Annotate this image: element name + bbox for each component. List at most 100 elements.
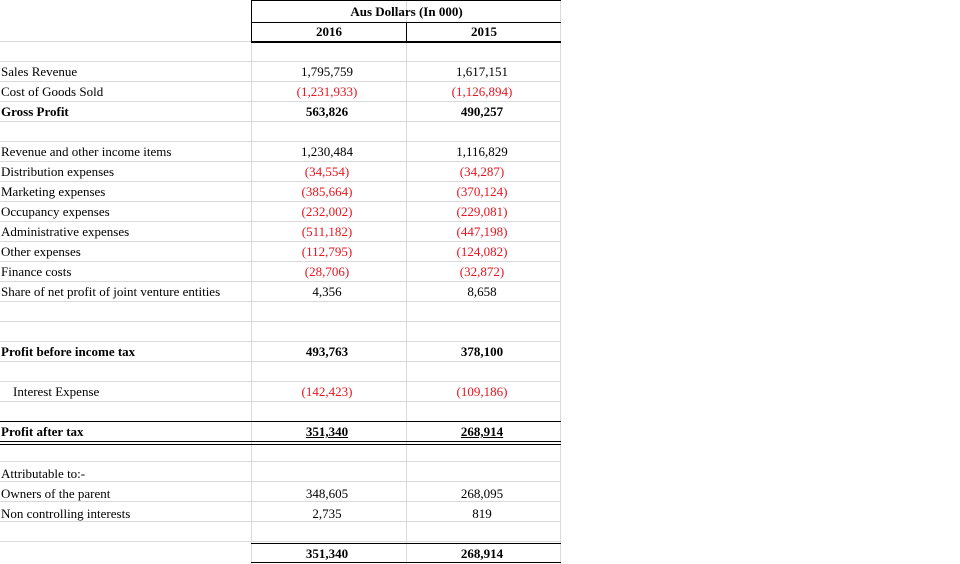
row-cost-of-goods-sold: Cost of Goods Sold (1,231,933) (1,126,89… — [0, 82, 561, 102]
gridline — [0, 481, 561, 482]
row-other-expenses: Other expenses (112,795) (124,082) — [0, 242, 561, 262]
year-2015-header: 2015 — [471, 24, 497, 39]
gridline — [0, 361, 561, 362]
value-2015: (109,186) — [456, 384, 508, 399]
gridline — [0, 281, 561, 282]
row-label: Marketing expenses — [1, 184, 106, 199]
row-revenue-other-income: Revenue and other income items 1,230,484… — [0, 142, 561, 162]
row-finance-costs: Finance costs (28,706) (32,872) — [0, 262, 561, 282]
rule-line — [0, 421, 561, 422]
value-2016: 1,795,759 — [301, 64, 353, 79]
gridline — [0, 181, 561, 182]
value-2015: (1,126,894) — [451, 84, 513, 99]
gridline — [0, 61, 561, 62]
value-2016: 493,763 — [305, 344, 349, 359]
year-2016-header: 2016 — [252, 22, 407, 41]
gridline — [0, 301, 561, 302]
row-label: Other expenses — [1, 244, 81, 259]
value-2015: 1,617,151 — [456, 64, 508, 79]
value-2015: 268,914 — [460, 546, 504, 561]
value-2015: 268,914 — [460, 424, 504, 439]
gridline — [0, 241, 561, 242]
value-2016: (511,182) — [301, 224, 353, 239]
row-label: Non controlling interests — [1, 506, 131, 521]
gridline — [251, 0, 252, 564]
value-2015: 490,257 — [460, 104, 504, 119]
row-interest-expense: Interest Expense (142,423) (109,186) — [0, 382, 561, 402]
gridline — [0, 261, 561, 262]
row-label: Gross Profit — [1, 104, 69, 119]
value-2015: 8,658 — [467, 284, 497, 299]
gridline — [0, 501, 561, 502]
gridline — [0, 161, 561, 162]
row-label: Revenue and other income items — [1, 144, 172, 159]
gridline — [0, 381, 561, 382]
currency-header: Aus Dollars (In 000) — [252, 2, 561, 23]
value-2016: (34,554) — [304, 164, 350, 179]
value-2016: (28,706) — [304, 264, 350, 279]
gridline — [0, 401, 561, 402]
value-2015: 268,095 — [460, 486, 504, 501]
gridline — [0, 221, 561, 222]
value-2015: 819 — [472, 506, 492, 521]
value-2015: (32,872) — [459, 264, 505, 279]
value-2016: 4,356 — [312, 284, 342, 299]
row-label: Finance costs — [1, 264, 72, 279]
row-label: Profit before income tax — [1, 344, 136, 359]
gridline — [560, 0, 561, 564]
value-2015: 378,100 — [460, 344, 504, 359]
row-label: Profit after tax — [1, 424, 84, 439]
value-2016: (385,664) — [301, 184, 353, 199]
value-2016: 351,340 — [305, 424, 349, 439]
row-label: Occupancy expenses — [1, 204, 110, 219]
value-2016: (112,795) — [301, 244, 353, 259]
gridline — [0, 521, 561, 522]
value-2015: (370,124) — [456, 184, 508, 199]
row-label: Attributable to:- — [1, 466, 86, 481]
gridline — [0, 141, 561, 142]
row-non-controlling-interests: Non controlling interests 2,735 819 — [0, 504, 561, 524]
value-2016: (232,002) — [301, 204, 353, 219]
rule-line — [251, 562, 561, 563]
gridline — [0, 341, 561, 342]
gridline — [0, 81, 561, 82]
value-2016: 1,230,484 — [301, 144, 353, 159]
rule-line — [0, 444, 561, 445]
gridline — [0, 541, 561, 542]
row-total: 351,340 268,914 — [0, 544, 561, 564]
row-label: Distribution expenses — [1, 164, 115, 179]
row-attributable-heading: Attributable to:- — [0, 464, 561, 484]
row-label: Cost of Goods Sold — [1, 84, 104, 99]
row-joint-venture-share: Share of net profit of joint venture ent… — [0, 282, 561, 302]
value-2015: (229,081) — [456, 204, 508, 219]
gridline — [0, 321, 561, 322]
row-administrative-expenses: Administrative expenses (511,182) (447,1… — [0, 222, 561, 242]
gridline — [0, 101, 561, 102]
row-profit-before-tax: Profit before income tax 493,763 378,100 — [0, 342, 561, 362]
value-2015: 1,116,829 — [456, 144, 508, 159]
value-2015: (34,287) — [459, 164, 505, 179]
value-2015: (447,198) — [456, 224, 508, 239]
column-header: Aus Dollars (In 000) 2016 2015 — [251, 0, 561, 43]
row-label: Share of net profit of joint venture ent… — [1, 284, 221, 299]
rule-line — [251, 543, 561, 544]
gridline — [0, 461, 561, 462]
row-owners-of-parent: Owners of the parent 348,605 268,095 — [0, 484, 561, 504]
rule-line — [0, 441, 561, 442]
row-marketing-expenses: Marketing expenses (385,664) (370,124) — [0, 182, 561, 202]
gridline — [0, 121, 561, 122]
row-label: Owners of the parent — [1, 486, 111, 501]
value-2016: 348,605 — [305, 486, 349, 501]
value-2016: 563,826 — [305, 104, 349, 119]
value-2015: (124,082) — [456, 244, 508, 259]
row-distribution-expenses: Distribution expenses (34,554) (34,287) — [0, 162, 561, 182]
row-gross-profit: Gross Profit 563,826 490,257 — [0, 102, 561, 122]
row-label: Interest Expense — [13, 384, 100, 399]
row-profit-after-tax: Profit after tax 351,340 268,914 — [0, 422, 561, 442]
row-sales-revenue: Sales Revenue 1,795,759 1,617,151 — [0, 62, 561, 82]
value-2016: (1,231,933) — [296, 84, 358, 99]
value-2016: 351,340 — [305, 546, 349, 561]
gridline — [0, 201, 561, 202]
value-2016: 2,735 — [312, 506, 342, 521]
